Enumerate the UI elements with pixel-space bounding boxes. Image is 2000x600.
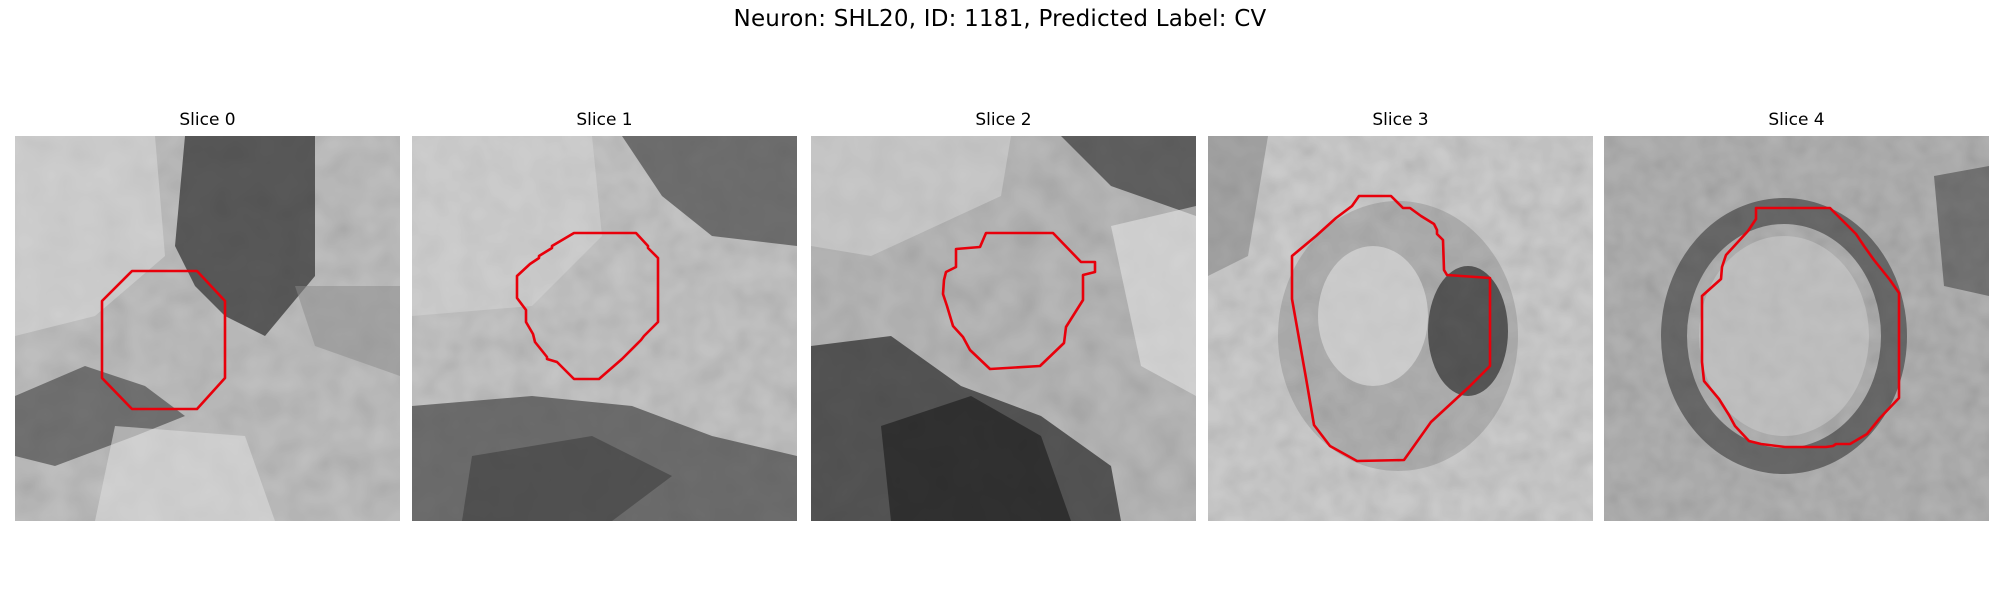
contour-outline-2 xyxy=(941,231,1097,371)
slice-image-0 xyxy=(15,136,400,521)
slice-image-4 xyxy=(1604,136,1989,521)
slice-panel-3: Slice 3 xyxy=(1208,108,1593,521)
slice-panel-1: Slice 1 xyxy=(412,108,797,521)
contour-outline-0 xyxy=(100,269,227,411)
slice-title-1: Slice 1 xyxy=(576,110,633,130)
slice-title-2: Slice 2 xyxy=(975,110,1032,130)
slice-title-4: Slice 4 xyxy=(1768,110,1825,130)
contour-outline-4 xyxy=(1700,206,1901,449)
slice-title-0: Slice 0 xyxy=(179,110,236,130)
contour-outline-1 xyxy=(515,231,660,381)
slice-image-2 xyxy=(811,136,1196,521)
slice-image-3 xyxy=(1208,136,1593,521)
slice-panel-2: Slice 2 xyxy=(811,108,1196,521)
slice-panel-4: Slice 4 xyxy=(1604,108,1989,521)
contour-outline-3 xyxy=(1290,194,1492,463)
slice-image-1 xyxy=(412,136,797,521)
slice-panel-0: Slice 0 xyxy=(15,108,400,521)
slice-title-3: Slice 3 xyxy=(1372,110,1429,130)
figure-title: Neuron: SHL20, ID: 1181, Predicted Label… xyxy=(733,6,1267,32)
